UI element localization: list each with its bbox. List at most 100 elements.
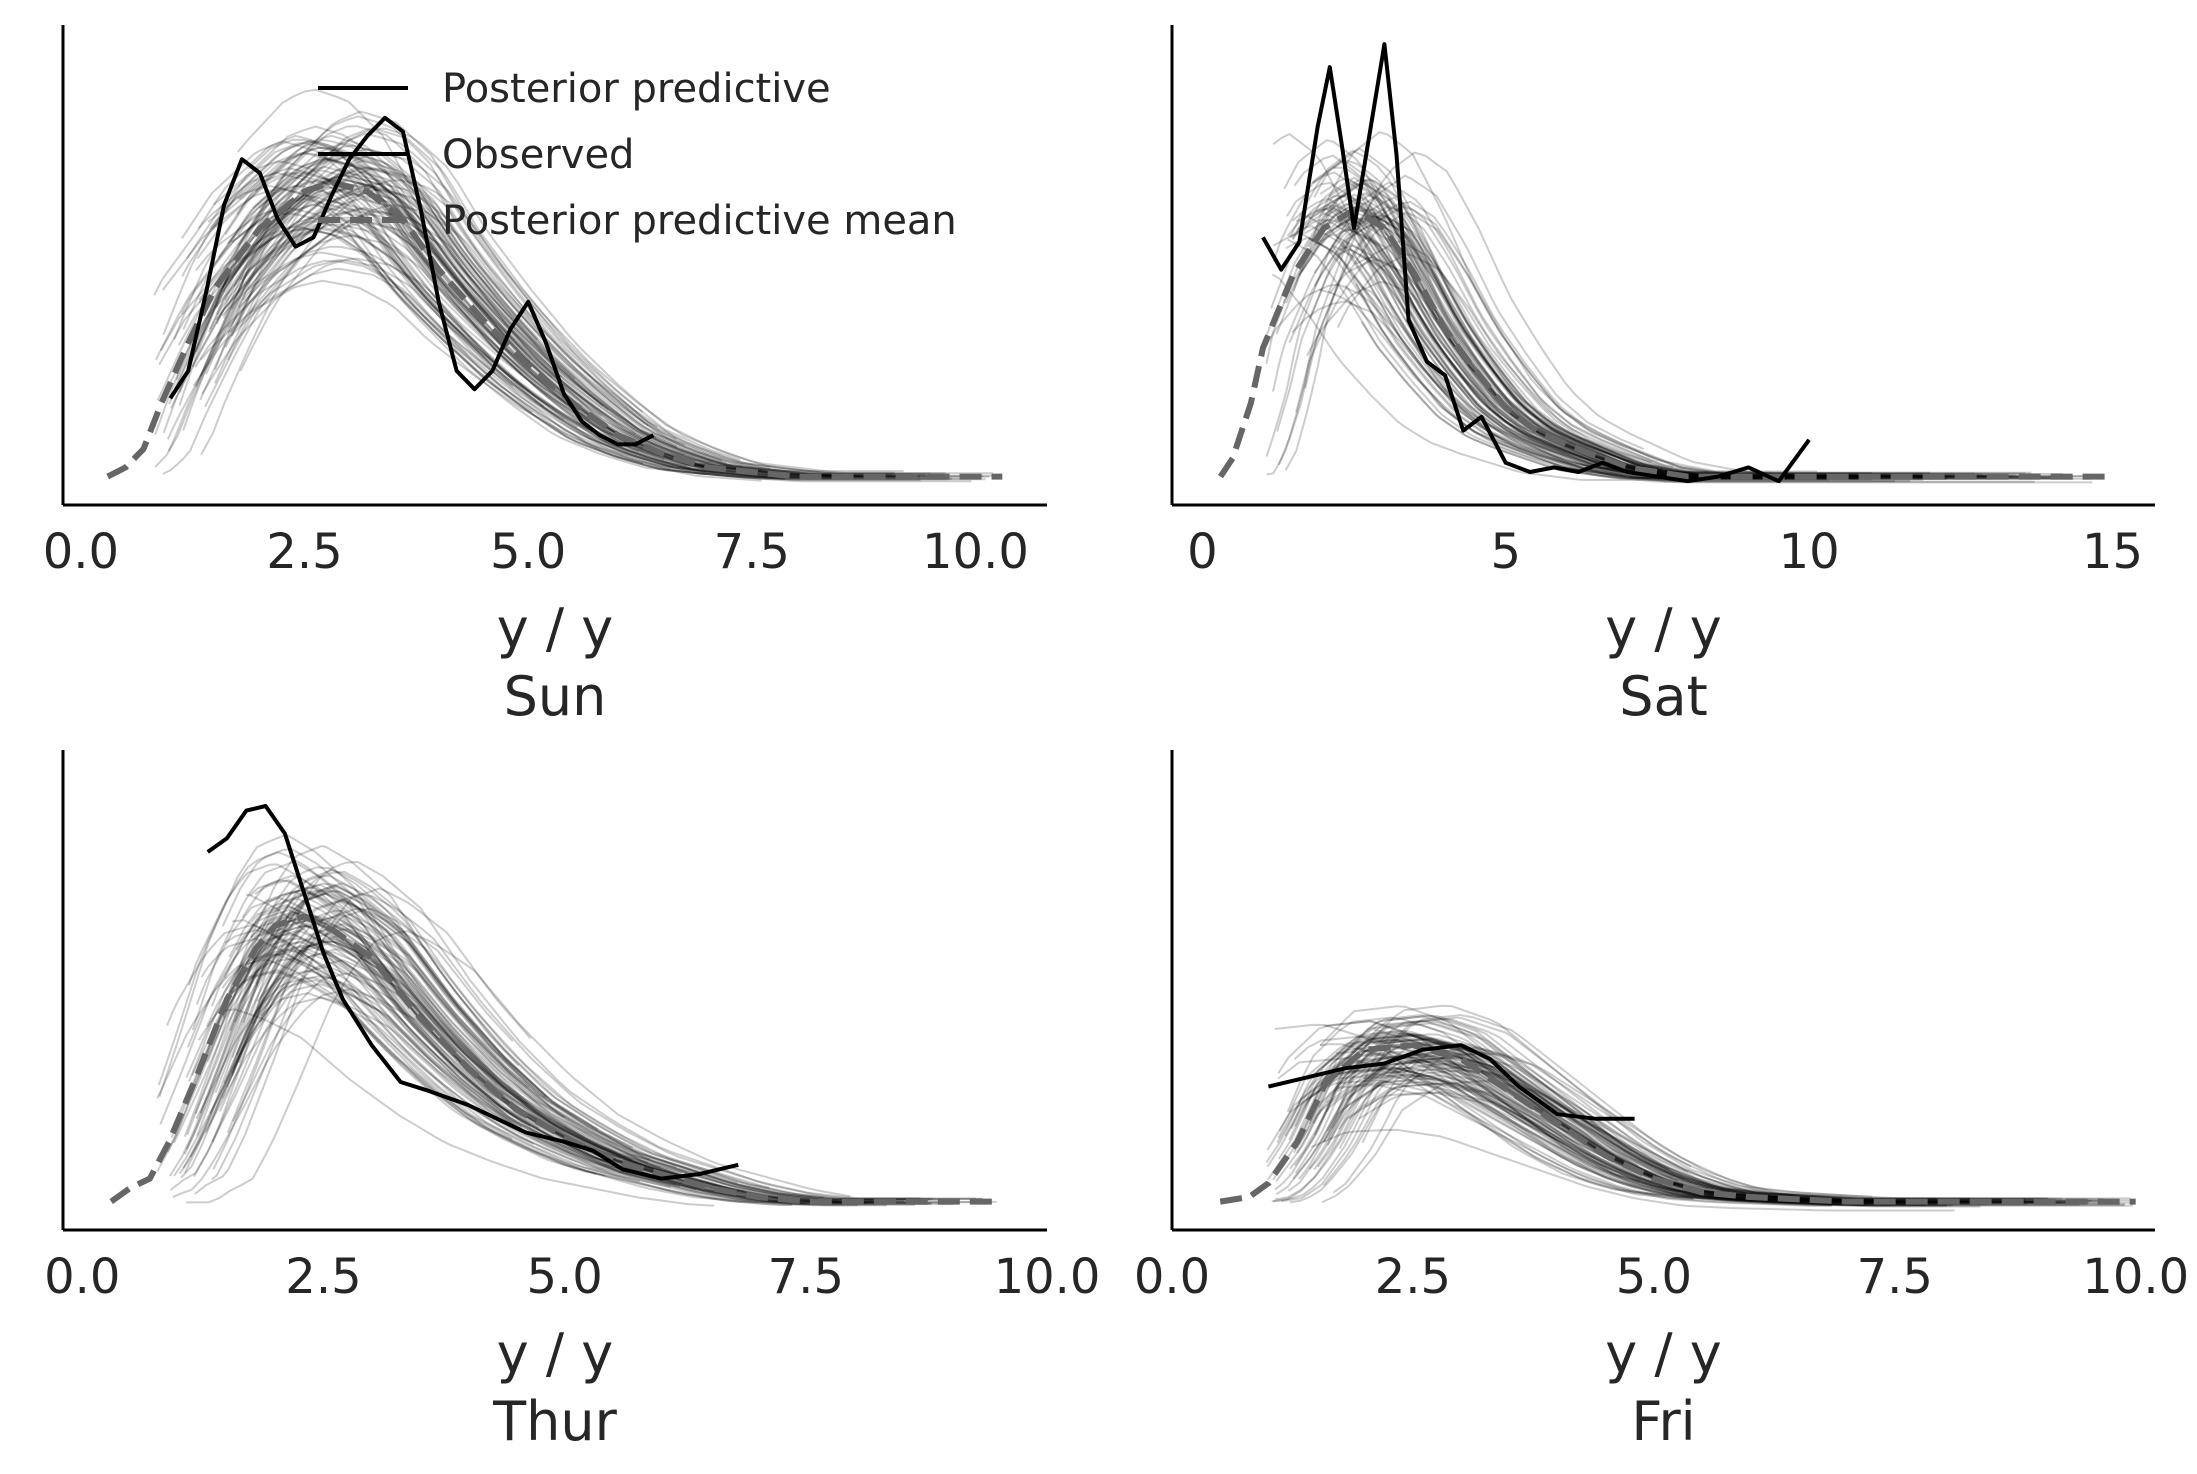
x-axis-label: y / y — [497, 1322, 613, 1385]
posterior-predictive-line — [182, 942, 621, 1169]
posterior-predictive-line — [155, 197, 841, 479]
posterior-predictive-line — [260, 948, 684, 1178]
posterior-predictive-line — [1290, 1067, 1877, 1205]
posterior-predictive-line — [1321, 1079, 2125, 1207]
posterior-predictive-line — [194, 916, 748, 1194]
posterior-predictive-line — [186, 927, 888, 1204]
posterior-predictive-line — [1363, 248, 1661, 475]
posterior-predictive-line — [221, 953, 640, 1183]
x-tick-label: 10.0 — [2082, 1249, 2189, 1305]
posterior-predictive-line — [199, 166, 727, 464]
posterior-predictive-line — [181, 140, 545, 408]
posterior-predictive-line — [242, 889, 547, 1098]
observed-line — [1267, 1043, 1635, 1121]
legend: Posterior predictive Observed Posterior pr… — [318, 66, 957, 244]
posterior-predictive-line — [1331, 1017, 2049, 1200]
posterior-predictive-line — [235, 940, 814, 1203]
posterior-predictive-line — [239, 228, 786, 481]
posterior-predictive-line — [1294, 1041, 1679, 1182]
posterior-predictive-line — [213, 937, 780, 1203]
posterior-predictive-line — [193, 928, 566, 1178]
posterior-predictive-line — [177, 220, 674, 468]
posterior-predictive-line — [159, 225, 533, 414]
posterior-predictive-line — [232, 972, 679, 1177]
posterior-predictive-line — [1265, 283, 1895, 483]
posterior-predictive-line — [230, 930, 649, 1175]
posterior-predictive-line — [249, 952, 931, 1205]
posterior-predictive-line — [196, 869, 934, 1200]
posterior-predictive-line — [237, 88, 904, 473]
posterior-predictive-line — [256, 969, 677, 1186]
posterior-predictive-line — [236, 158, 686, 461]
legend-label: Posterior predictive — [442, 66, 831, 112]
posterior-predictive-line — [1326, 1051, 1900, 1204]
posterior-predictive-lines — [1264, 131, 2098, 484]
posterior-predictive-line — [1289, 149, 2032, 474]
posterior-predictive-line — [1366, 1019, 2043, 1200]
posterior-predictive-line — [1344, 228, 2057, 479]
posterior-predictive-line — [186, 930, 851, 1204]
posterior-predictive-line — [182, 157, 769, 474]
posterior-predictive-line — [156, 186, 591, 421]
posterior-predictive-line — [1331, 244, 1626, 478]
posterior-predictive-line — [259, 992, 671, 1188]
posterior-predictive-line — [1276, 1073, 1694, 1200]
posterior-predictive-line — [199, 184, 538, 401]
posterior-predictive-line — [1319, 1005, 1830, 1199]
panel-title: Sat — [1619, 665, 1708, 728]
x-tick-label: 0.0 — [1134, 1249, 1210, 1305]
posterior-predictive-line — [183, 866, 977, 1200]
posterior-predictive-line — [195, 976, 697, 1191]
x-axis-label: y / y — [1605, 1322, 1721, 1385]
posterior-predictive-line — [192, 211, 759, 475]
posterior-predictive-line — [222, 132, 931, 475]
posterior-predictive-line — [153, 171, 644, 465]
posterior-predictive-line — [1298, 1052, 1679, 1194]
posterior-predictive-line — [168, 882, 930, 1201]
posterior-predictive-line — [213, 182, 990, 478]
posterior-predictive-line — [246, 884, 688, 1174]
legend-label: Observed — [442, 132, 634, 178]
posterior-predictive-line — [1277, 1057, 1694, 1201]
posterior-predictive-line — [1266, 174, 1645, 476]
posterior-predictive-line — [1320, 1065, 1798, 1204]
posterior-predictive-line — [180, 882, 824, 1199]
posterior-predictive-line — [208, 199, 759, 476]
x-tick-label: 5.0 — [526, 1249, 602, 1305]
posterior-predictive-line — [166, 892, 662, 1170]
posterior-predictive-mean-line — [109, 913, 999, 1205]
posterior-predictive-line — [1270, 176, 1655, 470]
posterior-predictive-line — [162, 210, 576, 475]
x-tick-label: 5 — [1490, 524, 1521, 580]
posterior-predictive-line — [194, 887, 532, 1195]
posterior-predictive-line — [168, 177, 553, 405]
panel-title: Thur — [492, 1390, 617, 1453]
posterior-predictive-line — [213, 160, 852, 477]
posterior-predictive-line — [247, 220, 685, 457]
posterior-predictive-line — [156, 958, 597, 1175]
posterior-predictive-lines — [1265, 1004, 2136, 1212]
posterior-predictive-line — [1360, 321, 1879, 480]
posterior-predictive-line — [154, 182, 834, 478]
posterior-predictive-line — [1349, 1082, 2133, 1207]
posterior-predictive-line — [237, 127, 644, 413]
x-tick-label: 0.0 — [44, 1249, 120, 1305]
posterior-predictive-line — [197, 134, 523, 375]
posterior-predictive-line — [200, 179, 906, 478]
posterior-predictive-line — [195, 207, 915, 479]
posterior-predictive-line — [1284, 151, 1930, 474]
posterior-predictive-line — [252, 184, 867, 478]
posterior-predictive-line — [1277, 1067, 1986, 1206]
posterior-predictive-line — [1313, 217, 1808, 479]
posterior-predictive-line — [1316, 1056, 1747, 1197]
x-tick-label: 2.5 — [285, 1249, 361, 1305]
posterior-predictive-line — [1274, 1023, 2026, 1201]
posterior-predictive-line — [1271, 273, 1692, 481]
posterior-predictive-line — [170, 217, 953, 480]
posterior-predictive-lines — [156, 833, 997, 1207]
posterior-predictive-line — [221, 847, 739, 1192]
posterior-predictive-mean-line — [1217, 206, 2113, 480]
